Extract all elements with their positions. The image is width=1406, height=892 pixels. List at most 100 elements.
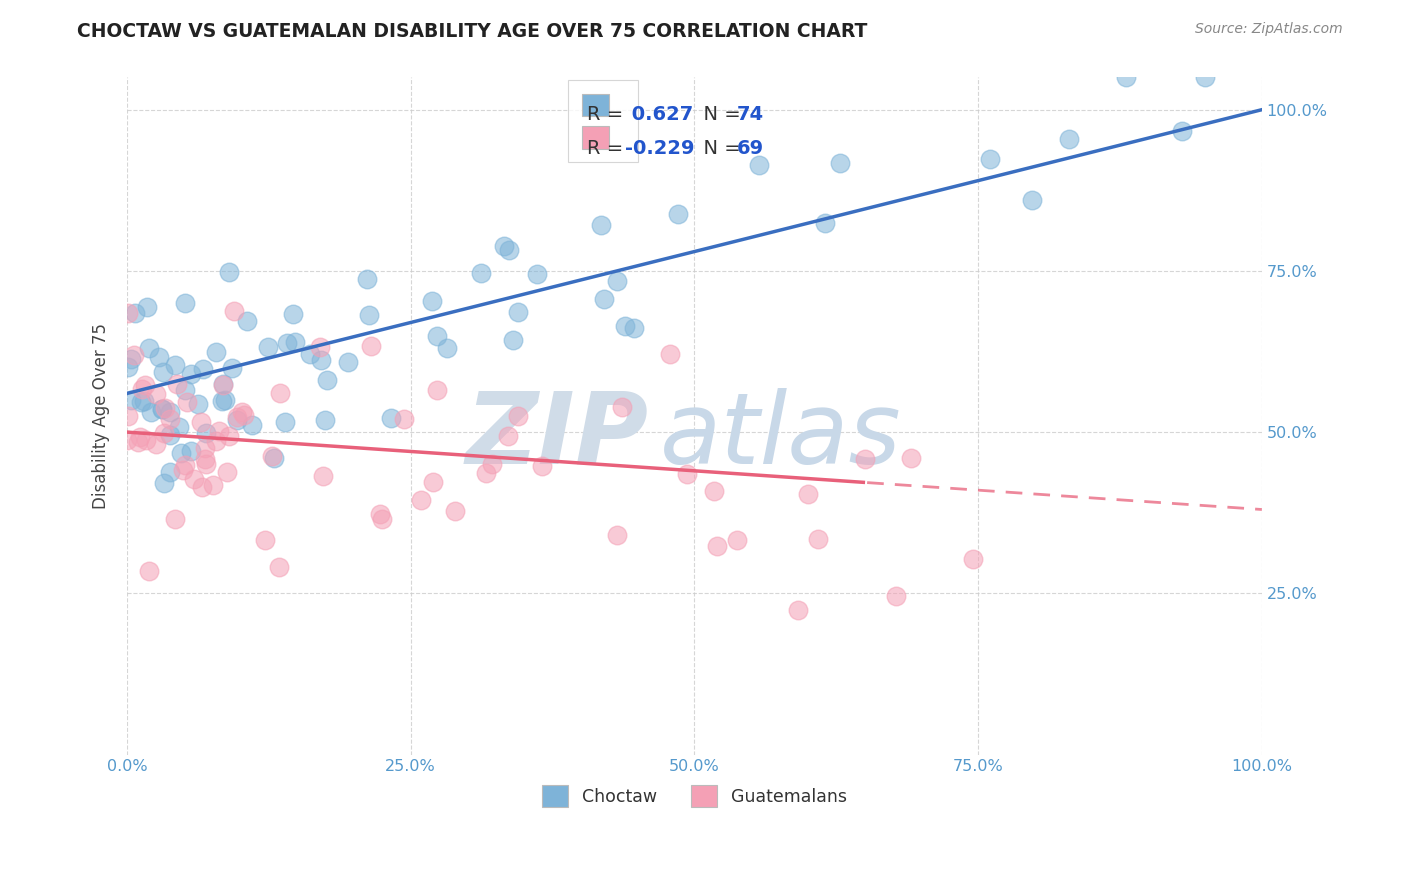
- Point: [591, 218, 613, 232]
- Point: [231, 405, 253, 419]
- Point: [256, 341, 278, 355]
- Text: ZIP: ZIP: [465, 388, 650, 485]
- Point: [309, 353, 332, 368]
- Point: [187, 397, 209, 411]
- Point: [211, 393, 233, 408]
- Point: [623, 321, 645, 335]
- Point: [337, 355, 360, 369]
- Point: [371, 512, 394, 526]
- Point: [212, 377, 235, 392]
- Point: [131, 382, 153, 396]
- Point: [703, 484, 725, 499]
- Point: [211, 377, 233, 392]
- Point: [492, 239, 515, 253]
- Point: [356, 272, 378, 286]
- Point: [606, 528, 628, 542]
- Point: [153, 475, 176, 490]
- Point: [148, 351, 170, 365]
- Point: [526, 267, 548, 281]
- Legend: Choctaw, Guatemalans: Choctaw, Guatemalans: [534, 779, 855, 814]
- Point: [508, 304, 530, 318]
- Point: [814, 216, 837, 230]
- Point: [174, 458, 197, 473]
- Point: [138, 564, 160, 578]
- Point: [308, 340, 330, 354]
- Point: [205, 434, 228, 448]
- Point: [214, 392, 236, 407]
- Point: [191, 480, 214, 494]
- Point: [498, 243, 520, 257]
- Point: [120, 352, 142, 367]
- Point: [470, 267, 492, 281]
- Point: [224, 304, 246, 318]
- Point: [195, 458, 218, 472]
- Point: [167, 420, 190, 434]
- Point: [380, 411, 402, 425]
- Text: N =: N =: [690, 139, 747, 158]
- Point: [392, 412, 415, 426]
- Point: [236, 314, 259, 328]
- Point: [134, 378, 156, 392]
- Point: [786, 603, 808, 617]
- Point: [359, 308, 381, 322]
- Point: [135, 433, 157, 447]
- Point: [180, 367, 202, 381]
- Point: [159, 427, 181, 442]
- Point: [658, 347, 681, 361]
- Point: [226, 413, 249, 427]
- Text: CHOCTAW VS GUATEMALAN DISABILITY AGE OVER 75 CORRELATION CHART: CHOCTAW VS GUATEMALAN DISABILITY AGE OVE…: [77, 22, 868, 41]
- Point: [284, 335, 307, 350]
- Text: N =: N =: [690, 105, 747, 124]
- Point: [1021, 194, 1043, 208]
- Point: [962, 552, 984, 566]
- Point: [170, 446, 193, 460]
- Point: [117, 360, 139, 375]
- Point: [979, 152, 1001, 166]
- Point: [117, 306, 139, 320]
- Point: [129, 395, 152, 409]
- Point: [420, 293, 443, 308]
- Point: [269, 385, 291, 400]
- Point: [159, 465, 181, 479]
- Point: [135, 300, 157, 314]
- Point: [150, 401, 173, 416]
- Point: [218, 265, 240, 279]
- Point: [172, 462, 194, 476]
- Point: [725, 533, 748, 547]
- Point: [298, 347, 321, 361]
- Point: [1057, 132, 1080, 146]
- Point: [426, 329, 449, 343]
- Point: [316, 374, 339, 388]
- Point: [612, 401, 634, 415]
- Point: [426, 383, 449, 397]
- Point: [221, 361, 243, 376]
- Point: [253, 533, 276, 548]
- Point: [274, 416, 297, 430]
- Point: [174, 384, 197, 398]
- Point: [436, 342, 458, 356]
- Point: [195, 425, 218, 440]
- Point: [218, 429, 240, 443]
- Point: [1171, 124, 1194, 138]
- Point: [201, 478, 224, 492]
- Point: [117, 409, 139, 423]
- Text: -0.229: -0.229: [626, 139, 695, 158]
- Point: [368, 508, 391, 522]
- Point: [531, 459, 554, 474]
- Point: [1115, 70, 1137, 85]
- Point: [225, 409, 247, 424]
- Point: [166, 377, 188, 392]
- Text: 74: 74: [737, 105, 763, 124]
- Point: [614, 318, 637, 333]
- Point: [145, 387, 167, 401]
- Point: [122, 348, 145, 362]
- Point: [124, 306, 146, 320]
- Point: [443, 504, 465, 518]
- Text: 0.627: 0.627: [626, 105, 693, 124]
- Text: R =: R =: [586, 139, 628, 158]
- Point: [360, 339, 382, 353]
- Point: [120, 392, 142, 407]
- Point: [240, 418, 263, 433]
- Point: [314, 413, 336, 427]
- Point: [1194, 70, 1216, 85]
